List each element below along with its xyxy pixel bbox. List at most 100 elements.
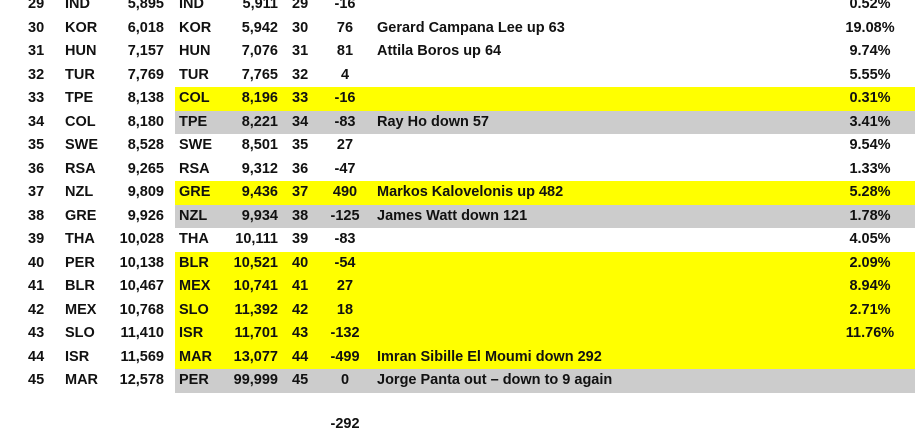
cell-diff: -83 [334,113,356,130]
cell-rank2: 36 [292,160,309,177]
cell-code2: KOR [179,19,212,36]
cell-code: RSA [65,160,96,177]
cell-diff: -54 [334,254,356,271]
cell-code2: MEX [179,278,211,294]
cell-score: 12,578 [119,372,164,388]
cell-pct: 9.74% [849,43,891,59]
cell-rank2: 38 [292,207,309,224]
cell-pct: 2.09% [849,254,891,271]
row-highlight [175,369,915,393]
cell-diff: 490 [332,184,358,200]
cell-pct: 5.28% [849,184,891,200]
cell-score: 8,528 [127,137,164,153]
cell-rank: 33 [28,90,45,106]
cell-code: HUN [65,43,97,59]
cell-code2: IND [179,0,204,12]
cell-code: SWE [65,137,99,153]
cell-score: 9,926 [127,207,164,224]
cell-pct: 1.33% [849,160,891,177]
cell-pct: 3.41% [849,113,891,130]
cell-code: BLR [65,278,95,294]
cell-note: Attila Boros up 64 [377,43,502,59]
cell-score2: 11,701 [234,325,278,341]
cell-rank: 44 [28,348,45,365]
cell-diff: -16 [334,0,356,12]
cell-code: GRE [65,207,97,224]
table-row: 37 NZL 9,809 GRE 9,436 37 490 Markos Kaloveloni… [0,181,915,205]
cell-rank2: 43 [292,325,309,341]
cell-pct: 0.52% [849,0,891,12]
cell-code2: NZL [179,207,208,224]
cell-score2: 8,196 [241,90,278,106]
table-row: 41 BLR 10,467 MEX 10,741 41 27 8.94% [0,275,915,299]
cell-code2: RSA [179,160,210,177]
cell-score2: 8,221 [241,113,278,130]
cell-score2: 5,942 [241,19,278,36]
cell-code: TUR [65,66,95,83]
table-row: 29 IND 5,895 IND 5,911 29 -16 0.52% [0,0,915,17]
cell-pct: 2.71% [849,301,891,318]
cell-rank: 38 [28,207,45,224]
cell-score2: 10,521 [233,254,278,271]
cell-diff: -132 [330,325,360,341]
cell-rank: 31 [28,43,45,59]
row-highlight [175,110,915,134]
row-highlight [175,322,915,346]
cell-rank: 41 [28,278,45,294]
cell-rank2: 45 [292,372,309,388]
cell-score2: 10,741 [233,278,278,294]
cell-score: 10,028 [119,231,164,247]
cell-score: 8,138 [127,90,164,106]
cell-code: NZL [65,184,94,200]
cell-rank: 37 [28,184,45,200]
cell-code2: HUN [179,43,211,59]
cell-note: James Watt down 121 [377,207,528,224]
cell-diff: 4 [340,66,350,83]
cell-note: Ray Ho down 57 [377,113,489,130]
cell-code2: COL [179,90,210,106]
cell-rank: 35 [28,137,45,153]
table-row: 33 TPE 8,138 COL 8,196 33 -16 0.31% [0,87,915,111]
table-row: 45 MAR 12,578 PER 99,999 45 0 Jorge Panta out –… [0,369,915,393]
cell-rank2: 30 [292,19,309,36]
cell-code2: ISR [179,325,204,341]
cell-code: TPE [65,90,94,106]
cell-diff: 76 [336,19,354,36]
cell-note: Gerard Campana Lee up 63 [377,19,565,36]
cell-score2: 5,911 [242,0,279,12]
cell-rank2: 33 [292,90,309,106]
cell-code2: THA [179,231,209,247]
table-row: 34 COL 8,180 TPE 8,221 34 -83 Ray Ho down 57 3.4… [0,110,915,134]
cell-diff: 18 [336,301,354,318]
cell-diff: 27 [336,137,354,153]
cell-score: 10,768 [119,301,164,318]
cell-score2: 9,312 [241,160,278,177]
cell-diff: -125 [330,207,360,224]
table-row: 39 THA 10,028 THA 10,111 39 -83 4.05% [0,228,915,252]
cell-score: 10,467 [119,278,164,294]
cell-diff: 81 [336,43,354,59]
cell-rank2: 29 [292,0,309,12]
cell-note: Imran Sibille El Moumi down 292 [377,348,602,365]
cell-score2: 10,111 [235,231,278,247]
cell-rank: 39 [28,231,45,247]
table-row: 32 TUR 7,769 TUR 7,765 32 4 5.55% [0,64,915,88]
cell-code2: TUR [179,66,209,83]
cell-code2: SLO [179,301,209,318]
cell-pct: 11.76% [845,325,895,341]
cell-rank2: 37 [292,184,309,200]
cell-rank: 34 [28,113,45,130]
cell-note: Jorge Panta out – down to 9 again [377,372,613,388]
cell-rank: 43 [28,325,45,341]
cell-code2: TPE [179,113,208,130]
cell-rank2: 39 [292,231,309,247]
table-row: 42 MEX 10,768 SLO 11,392 42 18 2.71% [0,298,915,322]
cell-diff: 27 [336,278,354,294]
cell-code2: MAR [179,348,213,365]
table-row: 30 KOR 6,018 KOR 5,942 30 76 Gerard Campana Lee… [0,17,915,41]
cell-code: PER [65,254,95,271]
cell-score: 7,769 [127,66,164,83]
cell-rank2: 32 [292,66,309,83]
table-row: 31 HUN 7,157 HUN 7,076 31 81 Attila Boros up 64… [0,40,915,64]
cell-note: Markos Kalovelonis up 482 [377,184,564,200]
